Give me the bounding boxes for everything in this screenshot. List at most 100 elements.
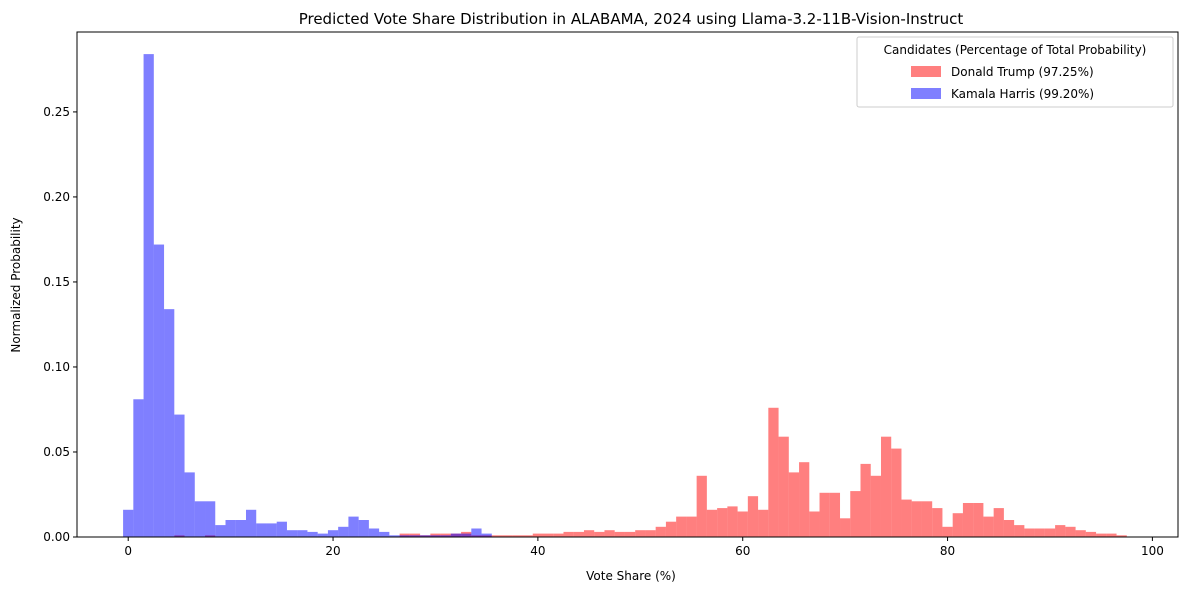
bar [799,462,810,537]
bar [430,535,441,537]
bar [747,496,759,537]
bar [553,533,564,537]
bar [174,414,185,537]
bar [717,508,728,537]
bar [1096,533,1107,537]
plot-area [123,54,1127,538]
x-axis-label: Vote Share (%) [586,569,676,583]
bar [1003,520,1015,537]
bar [696,475,707,537]
bar [624,531,636,537]
bar [973,502,984,537]
x-tick-label: 60 [735,544,750,558]
bar [543,533,554,537]
legend-label-trump: Donald Trump (97.25%) [951,65,1094,79]
y-axis-label: Normalized Probability [9,217,23,352]
bar [164,309,175,537]
bar [758,509,769,537]
bar [1034,528,1045,537]
bar [440,535,451,537]
chart-title: Predicted Vote Share Distribution in ALA… [299,10,964,28]
legend-label-harris: Kamala Harris (99.20%) [951,87,1094,101]
bar [706,509,718,537]
series-trump [174,407,1127,537]
bar [778,436,789,537]
bar [399,535,410,537]
bar [481,533,492,537]
bar [379,531,390,537]
bar [317,533,328,537]
y-tick-label: 0.05 [43,445,70,459]
bar [665,521,677,537]
bar [409,535,421,537]
bar [993,508,1004,537]
y-tick-label: 0.25 [43,105,70,119]
bar [1055,525,1066,537]
bar [809,511,820,537]
bar [522,535,533,537]
bar [942,526,953,537]
x-tick-label: 100 [1141,544,1164,558]
bar [184,472,195,537]
bar [768,407,779,537]
bar [819,492,830,537]
bar [686,516,697,537]
legend: Candidates (Percentage of Total Probabil… [856,36,1174,108]
plot-frame [76,31,1179,538]
bar [338,526,349,537]
bar [1014,525,1025,537]
bar [850,491,861,537]
bar [245,509,257,537]
bar [358,520,369,537]
bar [727,506,738,537]
bar [880,436,892,537]
bar [645,530,656,537]
bar [123,509,134,537]
bar [1044,528,1056,537]
bar [614,531,625,537]
bar [891,448,902,537]
bar [276,521,287,537]
bar [266,523,277,537]
legend-swatch-trump [911,66,941,77]
bar [635,530,646,537]
bar [932,508,943,537]
bar [829,492,841,537]
bar [860,463,871,537]
series-harris [123,54,492,538]
bar [870,475,881,537]
bar [420,535,431,537]
bar [215,525,226,537]
bar [502,535,513,537]
y-tick-label: 0.15 [43,275,70,289]
bar [962,502,974,537]
x-tick-label: 20 [325,544,340,558]
bar [1106,533,1117,537]
bar [389,535,400,537]
bar [297,530,308,537]
bar [676,516,687,537]
bar [194,501,206,537]
bar [235,520,246,537]
bar [911,501,922,537]
bar [532,533,543,537]
bar [1075,530,1086,537]
bar [1024,528,1035,537]
bar [604,530,615,537]
bar [952,513,963,537]
bar [840,518,851,537]
bar [153,244,165,538]
bar [327,530,339,537]
bar [286,530,298,537]
bar [256,523,267,537]
x-tick-label: 0 [124,544,132,558]
bar [901,499,912,537]
bar [983,516,994,537]
bar [205,501,216,537]
bar [471,528,482,537]
x-tick-label: 40 [530,544,545,558]
bar [1085,531,1097,537]
legend-swatch-harris [911,88,941,99]
y-tick-label: 0.10 [43,360,70,374]
